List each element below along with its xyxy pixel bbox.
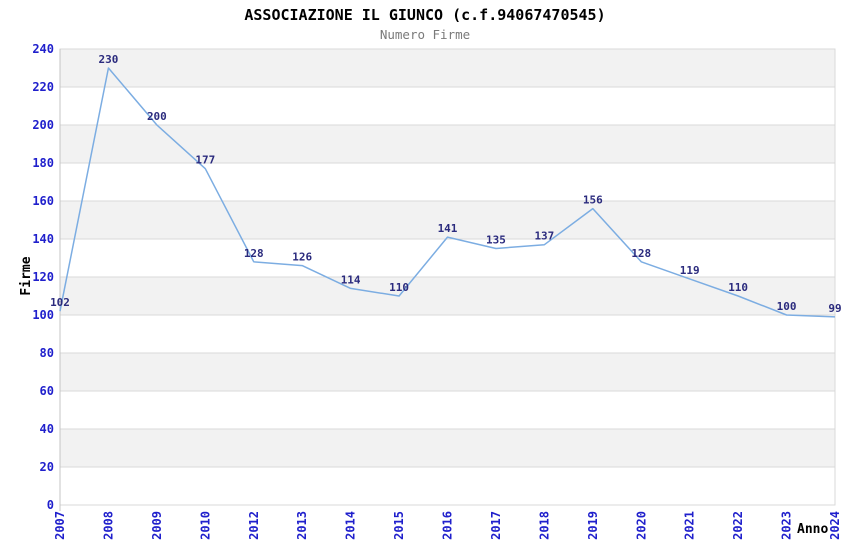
data-point-label: 128 [244,247,264,260]
data-point-label: 119 [680,264,700,277]
data-point-label: 128 [631,247,651,260]
data-point-label: 230 [99,53,119,66]
x-tick-label: 2010 [198,511,212,540]
data-point-label: 100 [777,300,797,313]
y-tick-label: 20 [40,460,54,474]
chart-title: ASSOCIAZIONE IL GIUNCO (c.f.94067470545) [244,6,606,24]
y-tick-label: 0 [47,498,54,512]
plot-band [60,125,835,163]
x-tick-label: 2015 [392,511,406,540]
x-tick-label: 2024 [828,511,842,540]
data-point-label: 141 [438,222,458,235]
y-tick-label: 80 [40,346,54,360]
x-tick-label: 2014 [344,511,358,540]
y-tick-label: 160 [32,194,54,208]
x-tick-label: 2020 [634,511,648,540]
data-point-label: 110 [389,281,409,294]
x-tick-label: 2019 [586,511,600,540]
y-tick-label: 60 [40,384,54,398]
data-point-label: 177 [195,154,215,167]
y-tick-label: 240 [32,42,54,56]
x-tick-label: 2016 [441,511,455,540]
plot-band [60,87,835,125]
y-tick-label: 180 [32,156,54,170]
data-point-label: 114 [341,273,361,286]
plot-band [60,201,835,239]
data-point-label: 135 [486,234,506,247]
x-tick-label: 2023 [780,511,794,540]
plot-band [60,391,835,429]
data-point-label: 200 [147,110,167,123]
y-tick-label: 120 [32,270,54,284]
x-axis-title: Anno [797,522,829,537]
x-tick-label: 2009 [150,511,164,540]
data-point-label: 156 [583,194,603,207]
plot-band [60,49,835,87]
plot-band [60,277,835,315]
y-axis-title: Firme [19,256,34,296]
plot-band [60,353,835,391]
x-tick-label: 2008 [101,511,115,540]
data-point-label: 110 [728,281,748,294]
x-tick-label: 2022 [731,511,745,540]
data-point-label: 102 [50,296,70,309]
data-point-label: 99 [828,302,841,315]
plot-band [60,163,835,201]
chart-subtitle: Numero Firme [379,27,471,42]
y-tick-label: 40 [40,422,54,436]
plot-band [60,429,835,467]
plot-band [60,315,835,353]
data-point-label: 126 [292,251,312,264]
x-tick-label: 2012 [247,511,261,540]
plot-band [60,239,835,277]
y-tick-label: 220 [32,80,54,94]
x-tick-label: 2017 [489,511,503,540]
x-tick-label: 2021 [683,511,697,540]
y-tick-label: 100 [32,308,54,322]
y-tick-label: 140 [32,232,54,246]
x-tick-label: 2013 [295,511,309,540]
data-point-label: 137 [534,230,554,243]
y-tick-label: 200 [32,118,54,132]
plot-band [60,467,835,505]
x-tick-label: 2018 [537,511,551,540]
chart-line [59,67,836,318]
x-tick-label: 2007 [53,511,67,540]
